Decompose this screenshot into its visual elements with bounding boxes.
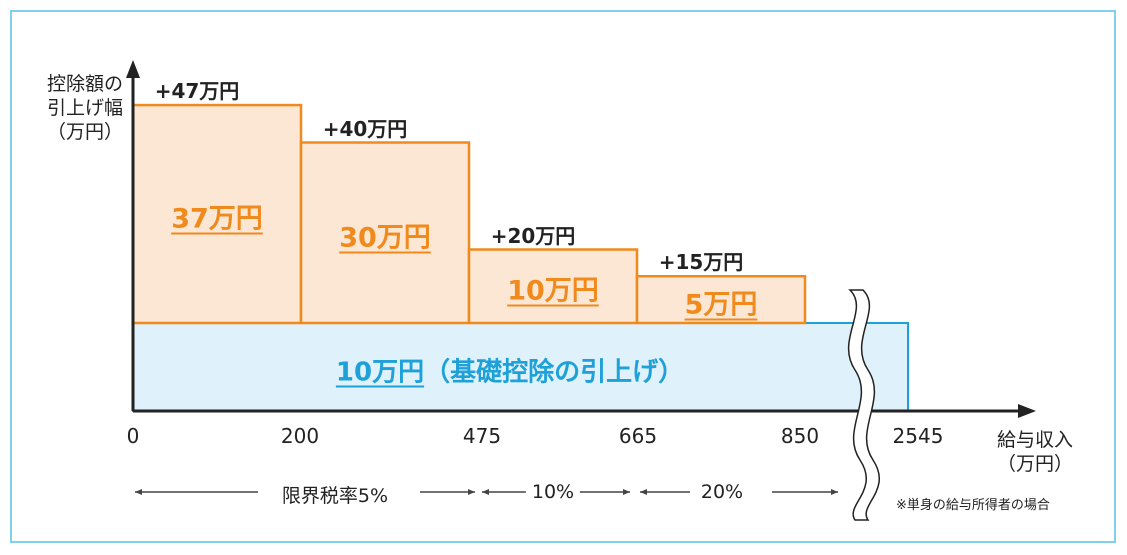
total-label: +20万円	[490, 223, 576, 248]
extra-label: 5万円	[684, 289, 758, 321]
step-bar	[467, 248, 639, 325]
x-axis-arrow	[1018, 404, 1036, 418]
x-tick-label: 665	[618, 424, 658, 448]
rate-arrowhead	[831, 489, 838, 495]
rate-arrowhead	[640, 489, 647, 495]
chart-frame	[10, 10, 1116, 543]
rate-label: 限界税率5%	[275, 481, 395, 508]
x-tick-label: 200	[280, 424, 320, 448]
y-axis-label: 控除額の 引上げ幅 （万円）	[28, 72, 123, 144]
rate-arrowhead	[623, 489, 630, 495]
rate-label: 10%	[525, 481, 581, 503]
rate-arrowhead	[468, 489, 475, 495]
base-label: 10万円（基礎控除の引上げ）	[336, 352, 684, 389]
x-label-line: 給与収入	[996, 429, 1073, 451]
step-bar	[299, 141, 471, 325]
y-label-line: 控除額の	[46, 73, 123, 95]
rate-arrowhead	[482, 489, 489, 495]
x-axis-label: 給与収入 （万円）	[990, 428, 1080, 476]
y-label-line: 引上げ幅	[46, 97, 123, 119]
x-tick-label: 850	[780, 424, 820, 448]
total-label: +40万円	[322, 116, 408, 141]
x-label-line: （万円）	[996, 453, 1073, 475]
y-axis-arrow	[126, 60, 140, 78]
extra-label: 10万円	[507, 275, 599, 307]
base-value: 10万円	[335, 357, 425, 388]
total-label: +15万円	[658, 250, 744, 275]
x-tick-label: 475	[462, 424, 502, 448]
rate-label: 20%	[694, 481, 750, 503]
x-tick-label: 2545	[892, 424, 944, 448]
step-bar	[635, 275, 807, 325]
footnote: ※単身の給与所得者の場合	[896, 498, 1050, 513]
total-label: +47万円	[154, 79, 240, 104]
rate-arrowhead	[135, 489, 142, 495]
x-tick-label: 0	[126, 424, 140, 448]
extra-label: 37万円	[171, 203, 263, 235]
extra-label: 30万円	[339, 222, 431, 254]
base-desc: （基礎控除の引上げ）	[424, 357, 685, 388]
axis-break	[847, 289, 880, 521]
step-bar	[131, 103, 303, 325]
y-label-line: （万円）	[46, 121, 123, 143]
